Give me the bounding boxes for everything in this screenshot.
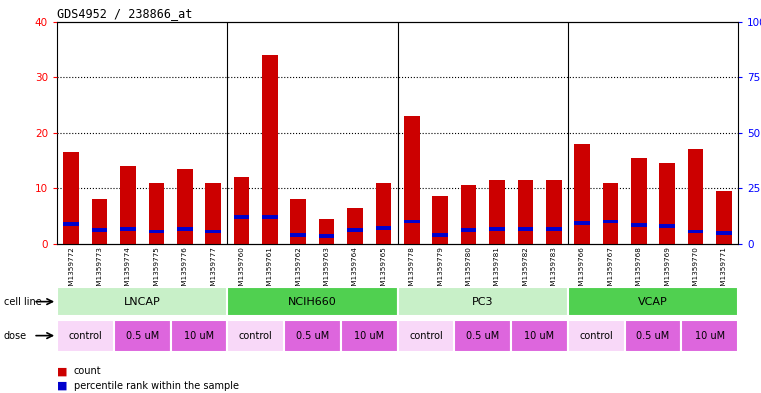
Bar: [603, 220, 618, 223]
Bar: [177, 169, 193, 244]
Bar: [681, 320, 738, 352]
Bar: [376, 226, 391, 230]
Bar: [262, 55, 278, 244]
Bar: [170, 320, 228, 352]
Bar: [489, 227, 505, 231]
Bar: [660, 224, 675, 228]
Text: dose: dose: [4, 331, 27, 341]
Text: 10 uM: 10 uM: [695, 331, 725, 341]
Bar: [205, 230, 221, 233]
Text: 10 uM: 10 uM: [354, 331, 384, 341]
Bar: [460, 228, 476, 232]
Bar: [397, 320, 454, 352]
Text: 0.5 uM: 0.5 uM: [636, 331, 670, 341]
Bar: [92, 228, 107, 232]
Bar: [404, 116, 419, 244]
Bar: [625, 320, 681, 352]
Text: control: control: [409, 331, 443, 341]
Bar: [568, 287, 738, 316]
Text: 10 uM: 10 uM: [184, 331, 214, 341]
Text: control: control: [579, 331, 613, 341]
Bar: [575, 220, 590, 224]
Bar: [234, 215, 250, 219]
Bar: [228, 287, 397, 316]
Bar: [454, 320, 511, 352]
Bar: [688, 149, 703, 244]
Text: ■: ■: [57, 366, 68, 376]
Bar: [291, 233, 306, 237]
Bar: [234, 177, 250, 244]
Bar: [716, 191, 732, 244]
Bar: [575, 144, 590, 244]
Text: GDS4952 / 238866_at: GDS4952 / 238866_at: [57, 7, 193, 20]
Bar: [57, 287, 228, 316]
Bar: [603, 183, 618, 244]
Bar: [432, 233, 448, 237]
Bar: [546, 227, 562, 231]
Bar: [546, 180, 562, 244]
Bar: [291, 199, 306, 244]
Bar: [319, 219, 335, 244]
Bar: [404, 220, 419, 223]
Bar: [205, 183, 221, 244]
Text: percentile rank within the sample: percentile rank within the sample: [74, 381, 239, 391]
Text: control: control: [239, 331, 272, 341]
Text: VCAP: VCAP: [638, 297, 668, 307]
Text: control: control: [68, 331, 102, 341]
Bar: [177, 227, 193, 231]
Bar: [568, 320, 625, 352]
Bar: [489, 180, 505, 244]
Bar: [319, 234, 335, 238]
Bar: [341, 320, 397, 352]
Bar: [688, 230, 703, 233]
Bar: [148, 183, 164, 244]
Bar: [432, 196, 448, 244]
Bar: [631, 158, 647, 244]
Bar: [284, 320, 341, 352]
Bar: [114, 320, 170, 352]
Bar: [511, 320, 568, 352]
Bar: [397, 287, 568, 316]
Bar: [631, 223, 647, 227]
Bar: [517, 227, 533, 231]
Bar: [148, 230, 164, 233]
Bar: [660, 163, 675, 244]
Text: 0.5 uM: 0.5 uM: [126, 331, 159, 341]
Text: 0.5 uM: 0.5 uM: [466, 331, 499, 341]
Text: cell line: cell line: [4, 297, 42, 307]
Bar: [376, 183, 391, 244]
Bar: [347, 208, 363, 244]
Bar: [92, 199, 107, 244]
Bar: [120, 166, 135, 244]
Bar: [63, 152, 79, 244]
Text: LNCAP: LNCAP: [124, 297, 161, 307]
Bar: [57, 320, 114, 352]
Bar: [347, 228, 363, 232]
Text: 0.5 uM: 0.5 uM: [296, 331, 329, 341]
Bar: [716, 231, 732, 235]
Text: NCIH660: NCIH660: [288, 297, 337, 307]
Bar: [262, 215, 278, 219]
Bar: [517, 180, 533, 244]
Text: PC3: PC3: [472, 297, 494, 307]
Text: count: count: [74, 366, 101, 376]
Bar: [120, 227, 135, 231]
Bar: [460, 185, 476, 244]
Bar: [228, 320, 284, 352]
Text: ■: ■: [57, 381, 68, 391]
Bar: [63, 222, 79, 226]
Text: 10 uM: 10 uM: [524, 331, 555, 341]
